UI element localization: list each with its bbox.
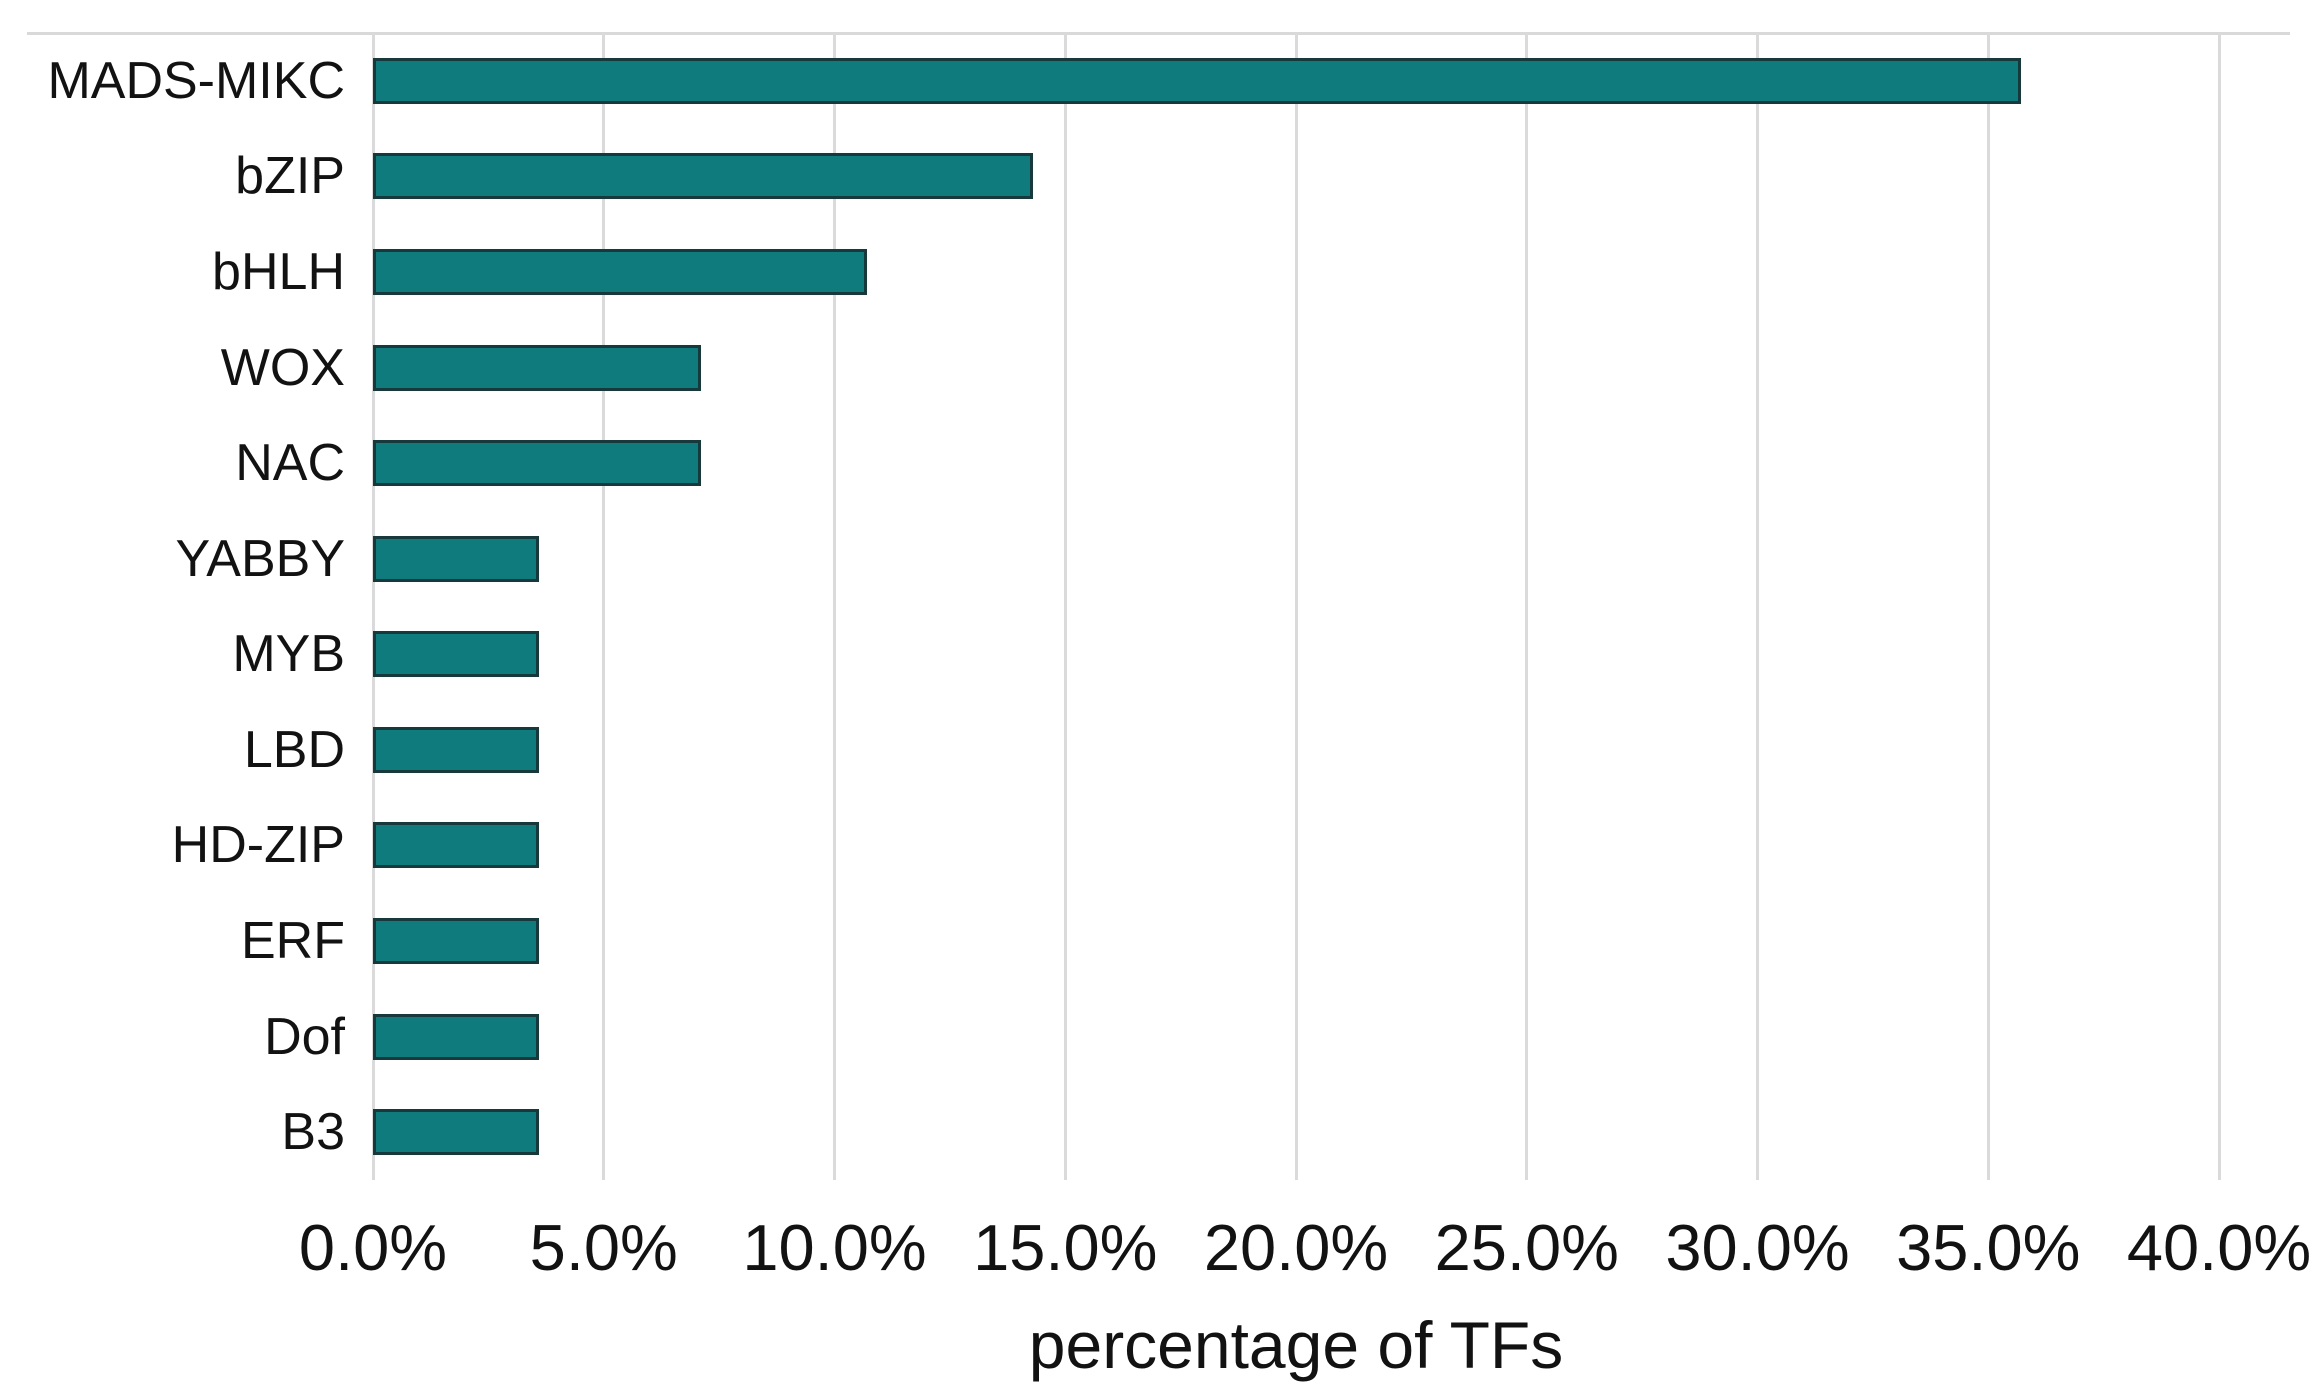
x-tick-label-40pct: 40.0%: [2126, 1211, 2312, 1284]
category-label-bzip: bZIP: [235, 147, 345, 206]
gridline-35pct: [1986, 33, 1990, 1180]
category-label-nac: NAC: [235, 434, 345, 493]
x-tick-label-5pct: 5.0%: [529, 1211, 678, 1284]
plot-area: [371, 33, 2221, 1180]
gridline-0pct: [371, 33, 375, 1180]
x-tick-label-35pct: 35.0%: [1896, 1211, 2081, 1284]
bar-nac: [373, 440, 701, 487]
x-tick-label-15pct: 15.0%: [973, 1211, 1158, 1284]
category-label-mads-mikc: MADS-MIKC: [47, 51, 345, 110]
category-label-myb: MYB: [232, 625, 345, 684]
category-label-hd-zip: HD-ZIP: [171, 816, 345, 875]
category-label-wox: WOX: [220, 338, 345, 397]
gridline-5pct: [602, 33, 606, 1180]
category-label-lbd: LBD: [243, 720, 345, 779]
category-label-dof: Dof: [264, 1007, 345, 1066]
bar-dof: [373, 1013, 540, 1060]
bar-bzip: [373, 153, 1033, 200]
gridline-40pct: [2217, 33, 2221, 1180]
bar-erf: [373, 918, 540, 965]
bar-mads-mikc: [373, 57, 2021, 104]
bar-bhlh: [373, 248, 867, 295]
bar-yabby: [373, 535, 540, 582]
gridline-20pct: [1294, 33, 1298, 1180]
bar-b3: [373, 1109, 540, 1156]
bar-hd-zip: [373, 822, 540, 869]
gridline-10pct: [833, 33, 836, 1180]
category-label-b3: B3: [281, 1103, 345, 1162]
x-tick-label-30pct: 30.0%: [1665, 1211, 1850, 1284]
gridline-15pct: [1063, 33, 1067, 1180]
x-tick-label-20pct: 20.0%: [1203, 1211, 1389, 1284]
category-label-yabby: YABBY: [175, 529, 345, 588]
gridline-25pct: [1525, 33, 1529, 1180]
panel-top-border: [27, 32, 2290, 35]
x-tick-label-0pct: 0.0%: [298, 1211, 448, 1284]
x-tick-label-10pct: 10.0%: [742, 1211, 927, 1284]
bar-myb: [373, 631, 540, 678]
category-label-bhlh: bHLH: [212, 242, 345, 301]
x-tick-label-25pct: 25.0%: [1434, 1211, 1619, 1284]
gridline-30pct: [1756, 33, 1759, 1180]
x-axis-title: percentage of TFs: [1028, 1308, 1564, 1382]
category-label-erf: ERF: [241, 912, 345, 971]
bar-lbd: [373, 726, 540, 773]
bar-wox: [373, 344, 701, 391]
